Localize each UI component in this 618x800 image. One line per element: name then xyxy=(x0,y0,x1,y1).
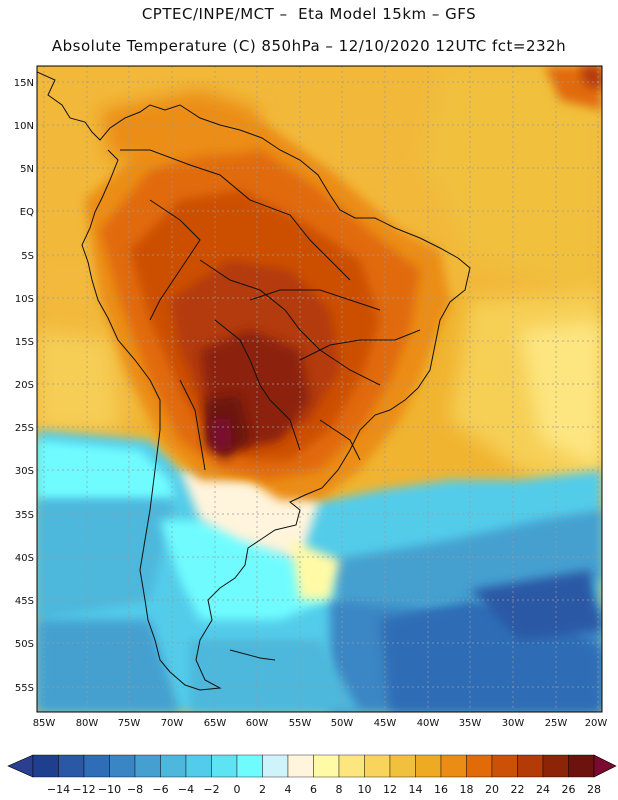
colorbar-label: −4 xyxy=(178,783,194,796)
colorbar-swatch xyxy=(313,754,340,778)
graticule xyxy=(37,66,602,712)
colorbar-high-arrow xyxy=(593,754,617,778)
colorbar-swatch xyxy=(185,754,212,778)
colorbar: −14 −12 −10 −8 −6 −4 −2 0 2 4 6 8 10 12 14 16 18 20 22 24 26… xyxy=(7,754,617,796)
lon-label: 60W xyxy=(246,718,269,729)
colorbar-low-arrow xyxy=(7,754,34,778)
colorbar-swatch xyxy=(109,754,136,778)
lon-label: 40W xyxy=(417,718,440,729)
colorbar-swatch xyxy=(83,754,110,778)
colorbar-swatch xyxy=(491,754,518,778)
colorbar-swatch xyxy=(338,754,365,778)
lat-label: 35S xyxy=(15,510,34,521)
lat-label: 15S xyxy=(15,337,34,348)
lat-label: 10S xyxy=(15,294,34,305)
colorbar-label: 12 xyxy=(383,783,397,796)
lon-label: 50W xyxy=(331,718,354,729)
colorbar-swatch xyxy=(389,754,416,778)
temperature-field xyxy=(37,66,602,712)
title-line-2: Absolute Temperature (C) 850hPa – 12/10/… xyxy=(51,37,567,55)
colorbar-label: −14 xyxy=(47,783,70,796)
lon-label: 55W xyxy=(289,718,312,729)
lat-label: 10N xyxy=(14,121,34,132)
colorbar-label: −6 xyxy=(152,783,168,796)
lon-label: 35W xyxy=(459,718,482,729)
lon-label: 30W xyxy=(502,718,525,729)
colorbar-label: 14 xyxy=(409,783,423,796)
title-line-1: CPTEC/INPE/MCT – Eta Model 15km – GFS xyxy=(141,5,477,23)
lat-label: 15N xyxy=(14,78,34,89)
coastline xyxy=(37,71,471,691)
colorbar-swatch xyxy=(415,754,442,778)
lon-label: 45W xyxy=(374,718,397,729)
lat-label: 40S xyxy=(15,553,34,564)
colorbar-swatch xyxy=(466,754,493,778)
colorbar-swatch xyxy=(542,754,569,778)
lat-label: 20S xyxy=(15,380,34,391)
colorbar-label: −12 xyxy=(72,783,95,796)
colorbar-label: 24 xyxy=(536,783,550,796)
colorbar-label: 26 xyxy=(562,783,576,796)
colorbar-swatch xyxy=(568,754,595,778)
colorbar-swatch xyxy=(160,754,187,778)
lon-label: 20W xyxy=(585,718,608,729)
colorbar-label: 6 xyxy=(310,783,317,796)
colorbar-swatch xyxy=(287,754,314,778)
lat-label: 5N xyxy=(20,164,34,175)
lat-label: 50S xyxy=(15,639,34,650)
lat-label: 30S xyxy=(15,466,34,477)
colorbar-swatch xyxy=(440,754,467,778)
lat-label: EQ xyxy=(20,207,34,218)
colorbar-label: 22 xyxy=(511,783,525,796)
colorbar-label: 10 xyxy=(358,783,372,796)
latitude-labels: 15N 10N 5N EQ 5S 10S 15S 20S 25S 30S 35S… xyxy=(14,78,34,694)
colorbar-swatch xyxy=(262,754,289,778)
colorbar-swatch xyxy=(236,754,263,778)
colorbar-swatch xyxy=(134,754,161,778)
colorbar-swatch xyxy=(364,754,391,778)
lon-label: 85W xyxy=(33,718,56,729)
longitude-labels: 85W 80W 75W 70W 65W 60W 55W 50W 45W 40W … xyxy=(33,718,608,729)
map-frame xyxy=(36,65,603,713)
colorbar-label: 0 xyxy=(234,783,241,796)
colorbar-label: 16 xyxy=(434,783,448,796)
colorbar-label: 8 xyxy=(336,783,343,796)
colorbar-label: −10 xyxy=(98,783,121,796)
colorbar-swatch xyxy=(58,754,85,778)
lon-label: 65W xyxy=(204,718,227,729)
lon-label: 70W xyxy=(161,718,184,729)
lat-label: 55S xyxy=(15,683,34,694)
lat-label: 25S xyxy=(15,423,34,434)
colorbar-swatch xyxy=(517,754,544,778)
colorbar-label: 4 xyxy=(285,783,292,796)
colorbar-label: −2 xyxy=(203,783,219,796)
colorbar-swatch xyxy=(32,754,59,778)
colorbar-swatch xyxy=(211,754,238,778)
colorbar-label: −8 xyxy=(127,783,143,796)
lon-label: 25W xyxy=(545,718,568,729)
colorbar-label: 2 xyxy=(259,783,266,796)
lon-label: 80W xyxy=(76,718,99,729)
lat-label: 5S xyxy=(21,251,34,262)
colorbar-label: 18 xyxy=(460,783,474,796)
colorbar-label: 20 xyxy=(485,783,499,796)
lon-label: 75W xyxy=(118,718,141,729)
colorbar-label: 28 xyxy=(587,783,601,796)
lat-label: 45S xyxy=(15,596,34,607)
